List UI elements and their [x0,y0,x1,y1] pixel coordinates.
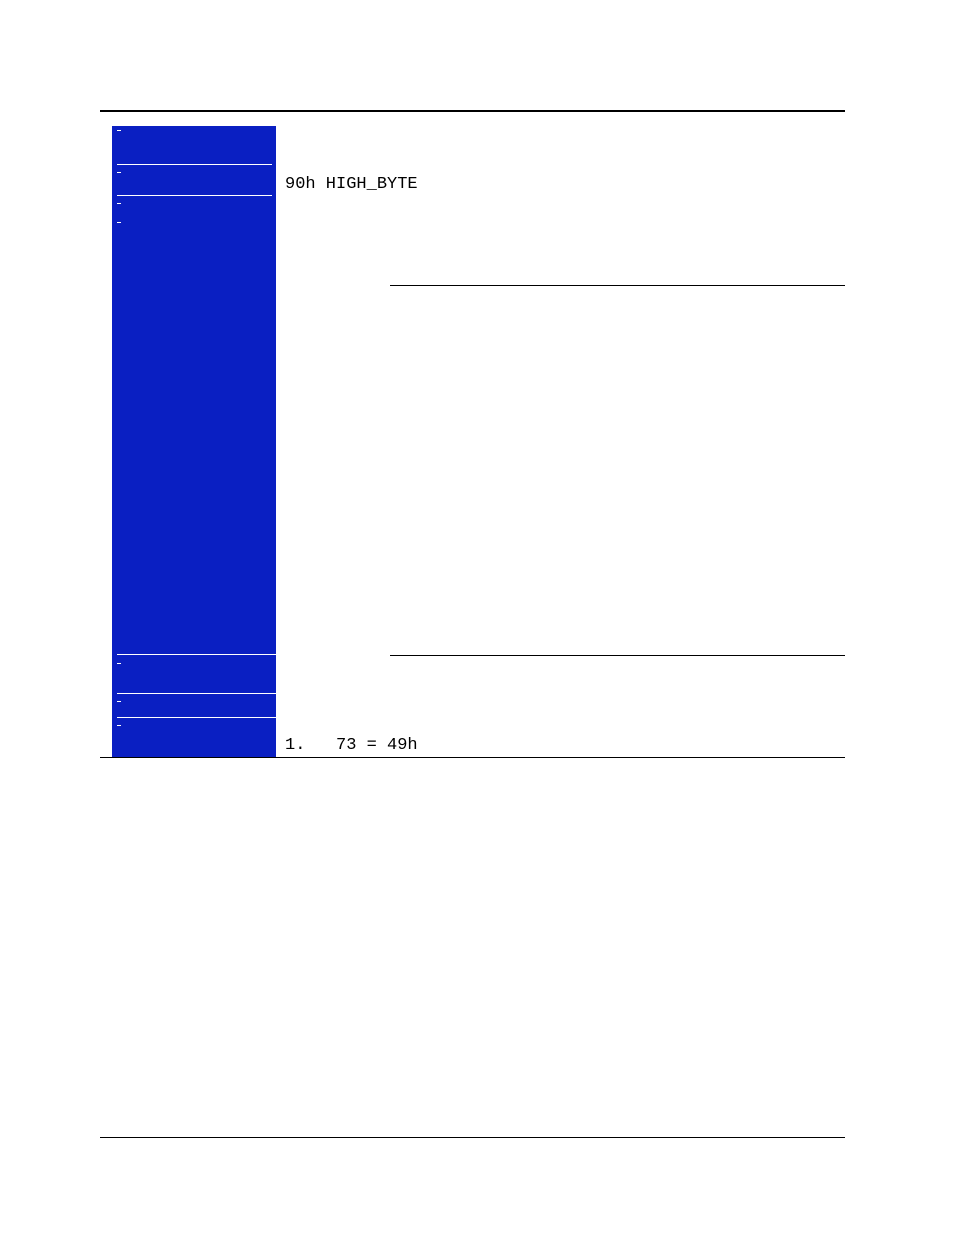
table-bottom-rule [100,757,845,758]
top-rule [100,110,845,112]
sidebar-cell-example [112,721,276,757]
cell-binary-mode-content: 90h HIGH_BYTE [285,175,418,194]
sidebar-bottom-rule [117,654,276,655]
sidebar-bottom-rule [117,693,276,694]
sidebar-inner-rule [117,203,121,204]
sidebar-cell-source-mode [112,199,276,218]
sidebar-bottom-rule [117,195,272,196]
description-inner-rule-top [390,285,845,286]
sidebar-inner-rule [117,701,121,702]
sidebar-bottom-rule [117,717,276,718]
sidebar-inner-rule [117,663,121,664]
page: 90h HIGH_BYTE 1. 73 = 49h [0,0,954,1235]
sidebar-cell-description [112,218,276,659]
sidebar-cell-operands [112,126,276,168]
sidebar-inner-rule [117,172,121,173]
sidebar-inner-rule [117,130,121,131]
cell-example-content: 1. 73 = 49h [285,736,418,755]
sidebar-cell-result [112,659,276,697]
description-inner-rule-bottom [390,655,845,656]
sidebar-inner-rule [117,222,121,223]
footer-rule [100,1137,845,1138]
sidebar-bottom-rule [117,164,272,165]
sidebar-inner-rule [117,725,121,726]
